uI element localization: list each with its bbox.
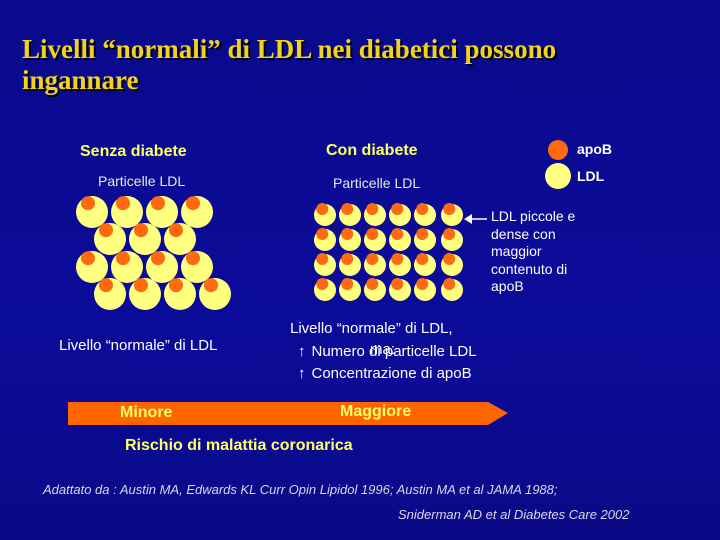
bullet-apob-concentration: ↑ Concentrazione di apoB xyxy=(298,365,472,382)
small-particle-apob xyxy=(416,252,429,265)
small-particle-apob xyxy=(316,202,329,215)
small-particle-apob xyxy=(366,252,379,265)
large-particle-apob xyxy=(151,251,165,266)
small-dense-annotation: LDL piccole e dense con maggior contenut… xyxy=(491,208,575,296)
small-particle-apob xyxy=(316,227,329,240)
small-particle-apob xyxy=(443,252,456,265)
ldl-legend-icon xyxy=(545,163,571,189)
annotation-line: apoB xyxy=(491,278,524,294)
large-particle-apob xyxy=(99,278,113,293)
large-particle-apob xyxy=(116,196,130,211)
small-particle-apob xyxy=(391,252,404,265)
annotation-arrow xyxy=(464,214,487,224)
slide-title: Livelli “normali” di LDL nei diabetici p… xyxy=(22,34,702,96)
small-particle-apob xyxy=(443,277,456,290)
small-particle-apob xyxy=(443,227,456,240)
title-line-2: ingannare xyxy=(22,65,139,95)
large-particle-apob xyxy=(204,278,218,293)
small-particle-apob xyxy=(366,227,379,240)
small-particle-apob xyxy=(416,202,429,215)
large-particle-apob xyxy=(186,251,200,266)
small-dense-ldl-particles xyxy=(314,202,463,301)
risk-caption: Rischio di malattia coronarica xyxy=(125,437,353,454)
center-caption-ma: ma: xyxy=(370,341,396,358)
risk-arrow xyxy=(68,402,508,425)
large-particle-apob xyxy=(116,251,130,266)
large-particle-apob xyxy=(99,223,113,238)
left-subheading: Particelle LDL xyxy=(98,173,186,189)
small-particle-apob xyxy=(316,252,329,265)
large-particle-apob xyxy=(186,196,200,211)
annotation-line: dense con xyxy=(491,225,556,242)
small-particle-apob xyxy=(341,252,354,265)
annotation-line: contenuto di xyxy=(491,260,568,277)
small-particle-apob xyxy=(341,202,354,215)
small-particle-apob xyxy=(366,202,379,215)
small-particle-apob xyxy=(341,277,354,290)
apob-legend-icon xyxy=(548,140,568,160)
annotation-line: LDL piccole e xyxy=(491,208,576,224)
large-ldl-particles xyxy=(76,196,231,310)
up-arrow-icon: ↑ xyxy=(298,365,306,382)
risk-low-label: Minore xyxy=(120,404,173,421)
reference-line-1: Adattato da : Austin MA, Edwards KL Curr… xyxy=(43,482,558,497)
small-particle-apob xyxy=(391,202,404,215)
bullet-number-particles: ↑ Numero di particelle LDL xyxy=(298,343,477,360)
large-particle-apob xyxy=(81,251,95,266)
bullet-text: Numero di particelle LDL xyxy=(311,343,477,360)
title-line-1: Livelli “normali” di LDL nei diabetici p… xyxy=(22,34,557,64)
large-particle-apob xyxy=(134,278,148,293)
small-particle-apob xyxy=(391,277,404,290)
annotation-line: maggior xyxy=(491,243,542,259)
small-particle-apob xyxy=(391,227,404,240)
apob-legend-label: apoB xyxy=(577,141,612,157)
center-caption-line-1: Livello “normale” di LDL, xyxy=(290,320,453,337)
large-particle-apob xyxy=(169,223,183,238)
large-particle-apob xyxy=(81,196,95,211)
left-heading: Senza diabete xyxy=(80,143,187,160)
small-particle-apob xyxy=(443,202,456,215)
up-arrow-icon: ↑ xyxy=(298,343,306,360)
small-particle-apob xyxy=(316,277,329,290)
center-heading: Con diabete xyxy=(326,142,418,159)
left-caption: Livello “normale” di LDL xyxy=(59,337,218,354)
small-particle-apob xyxy=(416,227,429,240)
small-particle-apob xyxy=(366,277,379,290)
reference-line-2: Sniderman AD et al Diabetes Care 2002 xyxy=(398,507,630,522)
large-particle-apob xyxy=(134,223,148,238)
large-particle-apob xyxy=(169,278,183,293)
small-particle-apob xyxy=(341,227,354,240)
large-particle-apob xyxy=(151,196,165,211)
center-subheading: Particelle LDL xyxy=(333,175,421,191)
ldl-legend-label: LDL xyxy=(577,168,605,184)
risk-high-label: Maggiore xyxy=(340,403,412,420)
bullet-text: Concentrazione di apoB xyxy=(311,365,472,382)
small-particle-apob xyxy=(416,277,429,290)
